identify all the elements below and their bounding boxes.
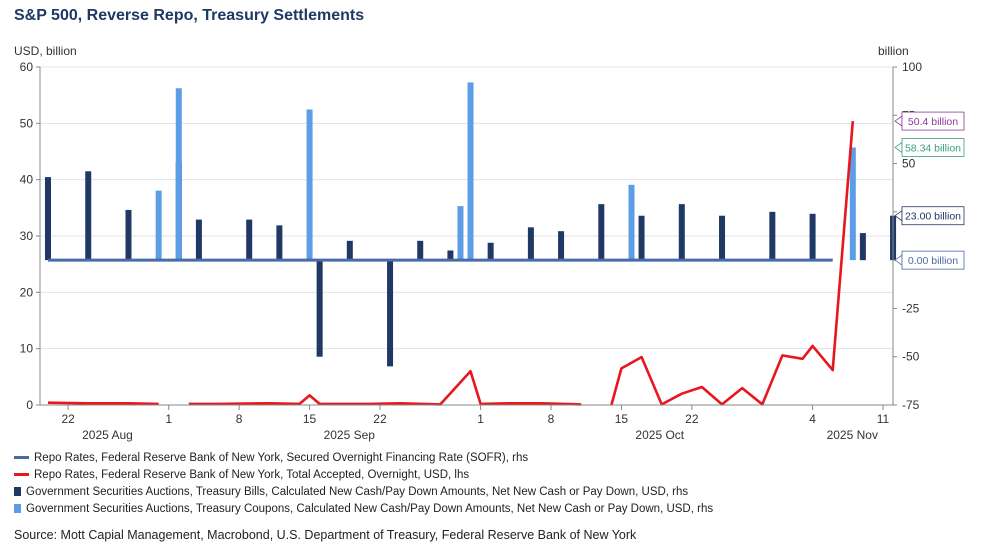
x-axis-month-label: 2025 Aug (82, 428, 133, 442)
left-axis-tick-label: 40 (20, 173, 34, 187)
legend-swatch (14, 487, 21, 496)
left-axis-tick-label: 10 (20, 342, 34, 356)
bar (719, 215, 726, 261)
bar-series (45, 82, 897, 367)
legend-item: Repo Rates, Federal Reserve Bank of New … (14, 449, 713, 466)
bar (809, 213, 816, 261)
left-axis-tick-label: 0 (26, 398, 33, 412)
bar (306, 109, 313, 261)
value-label-box (901, 138, 965, 157)
value-label-box (901, 250, 965, 270)
legend: Repo Rates, Federal Reserve Bank of New … (14, 449, 713, 517)
x-axis-tick-label: 22 (61, 412, 75, 426)
left-axis-title: USD, billion (14, 44, 77, 58)
x-axis-tick-label: 4 (809, 412, 816, 426)
x-axis-month-label: 2025 Sep (324, 428, 376, 442)
legend-label: Repo Rates, Federal Reserve Bank of New … (34, 451, 529, 464)
bar (678, 204, 685, 261)
x-axis-month-label: 2025 Oct (635, 428, 684, 442)
line-series-path (47, 401, 159, 406)
value-label: 50.4 billion (908, 116, 958, 128)
x-axis-tick-label: 8 (548, 412, 555, 426)
bar (346, 240, 353, 261)
value-label: 58.34 billion (905, 142, 961, 154)
legend-item: Government Securities Auctions, Treasury… (14, 500, 713, 517)
value-label-box (901, 206, 965, 226)
x-axis-tick-label: 15 (303, 412, 317, 426)
grid-lines (40, 66, 893, 406)
bar (467, 82, 474, 261)
legend-label: Government Securities Auctions, Treasury… (26, 502, 714, 515)
left-axis-tick-label: 60 (20, 60, 34, 74)
x-axis-tick-label: 15 (615, 412, 629, 426)
bar (276, 225, 283, 261)
bar (45, 177, 51, 261)
bar (598, 204, 605, 261)
bar (175, 88, 182, 261)
legend-swatch (14, 473, 29, 476)
x-axis-tick-label: 1 (477, 412, 484, 426)
value-label-box (901, 111, 965, 131)
bar (457, 206, 464, 261)
value-label: 0.00 billion (908, 255, 958, 267)
x-axis-tick-label: 22 (373, 412, 387, 426)
legend-label: Repo Rates, Federal Reserve Bank of New … (34, 468, 470, 481)
bar (316, 260, 323, 357)
x-axis-tick-label: 11 (877, 412, 890, 426)
bar (638, 215, 645, 261)
left-axis-tick-label: 50 (20, 116, 34, 130)
bar (125, 209, 132, 261)
bar (447, 250, 454, 261)
line-series-path (610, 120, 855, 406)
right-axis-tick-label: -75 (902, 398, 920, 412)
value-labels: 50.4 billion 58.34 billion 23.00 billion 0.… (894, 111, 965, 270)
value-label-pointer (894, 141, 903, 154)
legend-swatch (14, 456, 29, 459)
source-note: Source: Mott Capial Management, Macrobon… (14, 528, 637, 542)
x-axis-tick-label: 1 (165, 412, 172, 426)
legend-item: Government Securities Auctions, Treasury… (14, 483, 713, 500)
bar (628, 184, 635, 261)
x-axis-month-label: 2025 Nov (827, 428, 878, 442)
bar (246, 219, 253, 261)
bar (558, 231, 565, 261)
bar (769, 211, 776, 261)
bar (195, 219, 202, 261)
left-axis-tick-label: 30 (20, 229, 34, 243)
bar (487, 242, 494, 261)
right-axis-tick-label: -25 (902, 301, 920, 315)
value-label: 23.00 billion (905, 211, 961, 223)
legend-label: Government Securities Auctions, Treasury… (26, 485, 689, 498)
right-axis-tick-label: -50 (902, 350, 920, 364)
legend-item: Repo Rates, Federal Reserve Bank of New … (14, 466, 713, 483)
bar (85, 171, 92, 261)
line-series (47, 120, 855, 406)
bar (155, 190, 162, 261)
chart-title: S&P 500, Reverse Repo, Treasury Settleme… (14, 7, 365, 24)
bar (527, 227, 534, 261)
bar (387, 260, 394, 367)
line-series-path (188, 369, 582, 406)
value-label-pointer (894, 115, 903, 127)
bar (417, 240, 424, 261)
right-axis-tick-label: 100 (902, 60, 922, 74)
right-axis-tick-label: 50 (902, 157, 916, 171)
legend-swatch (14, 504, 21, 513)
right-axis-title: billion (878, 44, 909, 58)
bar (859, 233, 866, 261)
x-axis-tick-label: 22 (685, 412, 699, 426)
left-axis-tick-label: 20 (20, 285, 34, 299)
x-axis-tick-label: 8 (236, 412, 243, 426)
bar (849, 147, 856, 261)
